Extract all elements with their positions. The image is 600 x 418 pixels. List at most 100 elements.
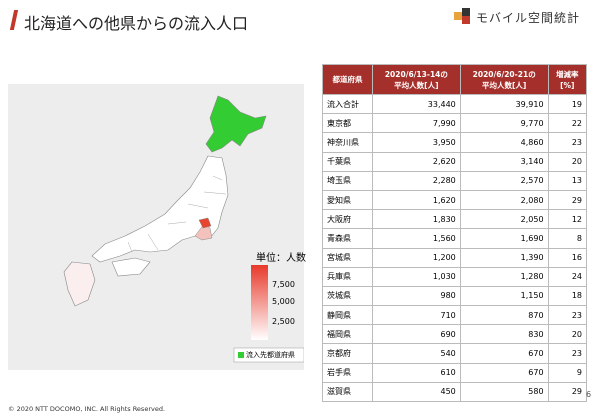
table-row: 千葉県 2,620 3,140 20 [322,151,588,172]
table-row: 福岡県 690 830 20 [322,324,588,345]
unit-label: 単位：人数 [256,253,306,264]
table-cell: 青森県 [322,228,373,249]
table-cell: 20 [547,151,588,172]
header-cell: 都道府県 [322,64,373,95]
table-cell: 2,570 [459,170,549,191]
table-row: 茨城県 980 1,150 18 [322,285,588,307]
table-cell: 23 [547,305,588,326]
table-cell: 宮城県 [322,247,373,268]
table-cell: 540 [371,343,461,364]
header-text: 2020/6/20-21の [472,69,536,79]
logo-text: モバイル空間統計 [476,11,581,25]
table-cell: 710 [371,305,461,326]
table-cell: 9,770 [459,113,549,134]
table-cell: 1,560 [371,228,461,249]
slide-title: 北海道への他県からの流入人口 [24,14,249,33]
table-cell: 埼玉県 [322,170,373,191]
table-row: 京都府 540 670 23 [322,343,588,364]
header-text: 平均人数[人] [481,80,527,90]
map-legend: 流入先都道府県 [246,351,295,359]
table-cell: 滋賀県 [322,381,373,403]
table-cell: 1,390 [459,247,549,268]
table-cell: 980 [371,285,461,307]
table-cell: 39,910 [459,93,549,115]
table-cell: 23 [547,343,588,364]
table-cell: 830 [459,324,549,345]
table-cell: 18 [547,285,588,307]
table-cell: 870 [459,305,549,326]
table-cell: 1,690 [459,228,549,249]
table-cell: 3,950 [371,132,461,153]
table-cell: 12 [547,209,588,230]
table-cell: 岩手県 [322,362,373,383]
table-row: 岩手県 610 670 9 [322,362,588,383]
table-cell: 7,990 [371,113,461,134]
table-cell: 24 [547,266,588,287]
scale-label: 7,500 [272,280,295,289]
table-cell: 1,030 [371,266,461,287]
header-text: [%] [560,80,575,90]
header-cell: 2020/6/20-21の 平均人数[人] [459,64,549,95]
copyright: © 2020 NTT DOCOMO, INC. All Rights Reser… [8,405,166,413]
table-cell: 19 [547,93,588,115]
table-cell: 23 [547,132,588,153]
table-cell: 610 [371,362,461,383]
table-cell: 愛知県 [322,189,373,211]
table-cell: 29 [547,381,588,403]
table-cell: 13 [547,170,588,191]
page-number: 6 [586,390,592,399]
scale-label: 2,500 [272,317,295,326]
table-row: 兵庫県 1,030 1,280 24 [322,266,588,287]
table-cell: 1,620 [371,189,461,211]
header-text: 増減率 [556,69,579,79]
table-cell: 東京都 [322,113,373,134]
logo-icon [454,8,470,24]
table-row: 滋賀県 450 580 29 [322,381,588,403]
table-cell: 29 [547,189,588,211]
table-row: 流入合計 33,440 39,910 19 [322,93,588,115]
table-row: 静岡県 710 870 23 [322,305,588,326]
table-cell: 千葉県 [322,151,373,172]
table-cell: 大阪府 [322,209,373,230]
table-row: 東京都 7,990 9,770 22 [322,113,588,134]
table-cell: 20 [547,324,588,345]
table-cell: 2,280 [371,170,461,191]
table-cell: 1,200 [371,247,461,268]
table-cell: 580 [459,381,549,403]
table-cell: 流入合計 [322,93,373,115]
table-cell: 兵庫県 [322,266,373,287]
table-cell: 神奈川県 [322,132,373,153]
table-cell: 16 [547,247,588,268]
table-cell: 2,050 [459,209,549,230]
table-cell: 4,860 [459,132,549,153]
table-row: 埼玉県 2,280 2,570 13 [322,170,588,191]
table-cell: 3,140 [459,151,549,172]
title-accent [9,10,19,30]
table-row: 神奈川県 3,950 4,860 23 [322,132,588,153]
table-cell: 690 [371,324,461,345]
map [8,84,304,370]
table-row: 青森県 1,560 1,690 8 [322,228,588,249]
table-cell: 22 [547,113,588,134]
table-cell: 1,280 [459,266,549,287]
table-cell: 670 [459,362,549,383]
table-row: 宮城県 1,200 1,390 16 [322,247,588,268]
table-cell: 2,080 [459,189,549,211]
table-cell: 2,620 [371,151,461,172]
header-cell: 増減率 [%] [547,64,588,95]
table-cell: 670 [459,343,549,364]
header-text: 2020/6/13-14の [384,69,448,79]
table-cell: 京都府 [322,343,373,364]
scale-label: 5,000 [272,297,295,306]
table-cell: 静岡県 [322,305,373,326]
table-cell: 450 [371,381,461,403]
header-text: 都道府県 [332,75,363,84]
data-table: 都道府県 2020/6/13-14の 平均人数[人] 2020/6/20-21の 平均人… [322,64,588,403]
table-cell: 9 [547,362,588,383]
table-cell: 福岡県 [322,324,373,345]
table-row: 大阪府 1,830 2,050 12 [322,209,588,230]
table-cell: 8 [547,228,588,249]
table-cell: 1,830 [371,209,461,230]
header-cell: 2020/6/13-14の 平均人数[人] [371,64,461,95]
